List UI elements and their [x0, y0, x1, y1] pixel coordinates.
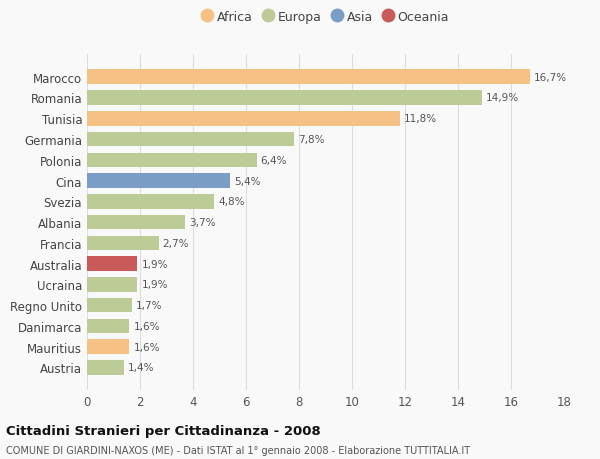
Legend: Africa, Europa, Asia, Oceania: Africa, Europa, Asia, Oceania — [202, 11, 449, 24]
Text: 1,6%: 1,6% — [133, 321, 160, 331]
Text: 2,7%: 2,7% — [163, 238, 189, 248]
Text: 3,7%: 3,7% — [189, 218, 215, 228]
Bar — [87, 278, 137, 292]
Bar — [87, 257, 137, 271]
Text: 16,7%: 16,7% — [533, 73, 566, 83]
Bar — [87, 153, 257, 168]
Bar — [87, 174, 230, 189]
Text: 1,9%: 1,9% — [142, 280, 168, 290]
Text: 14,9%: 14,9% — [486, 93, 519, 103]
Text: 1,6%: 1,6% — [133, 342, 160, 352]
Bar — [87, 236, 158, 251]
Bar — [87, 360, 124, 375]
Text: 1,4%: 1,4% — [128, 363, 155, 373]
Bar — [87, 91, 482, 106]
Text: 4,8%: 4,8% — [218, 197, 245, 207]
Text: 1,7%: 1,7% — [136, 301, 163, 310]
Text: 11,8%: 11,8% — [404, 114, 437, 124]
Bar — [87, 195, 214, 209]
Text: 5,4%: 5,4% — [234, 176, 260, 186]
Bar — [87, 112, 400, 126]
Bar — [87, 319, 130, 334]
Bar — [87, 340, 130, 354]
Text: COMUNE DI GIARDINI-NAXOS (ME) - Dati ISTAT al 1° gennaio 2008 - Elaborazione TUT: COMUNE DI GIARDINI-NAXOS (ME) - Dati IST… — [6, 445, 470, 455]
Bar — [87, 215, 185, 230]
Text: 6,4%: 6,4% — [260, 156, 287, 165]
Text: Cittadini Stranieri per Cittadinanza - 2008: Cittadini Stranieri per Cittadinanza - 2… — [6, 425, 321, 437]
Bar — [87, 133, 294, 147]
Text: 7,8%: 7,8% — [298, 135, 324, 145]
Text: 1,9%: 1,9% — [142, 259, 168, 269]
Bar — [87, 298, 132, 313]
Bar — [87, 70, 530, 85]
